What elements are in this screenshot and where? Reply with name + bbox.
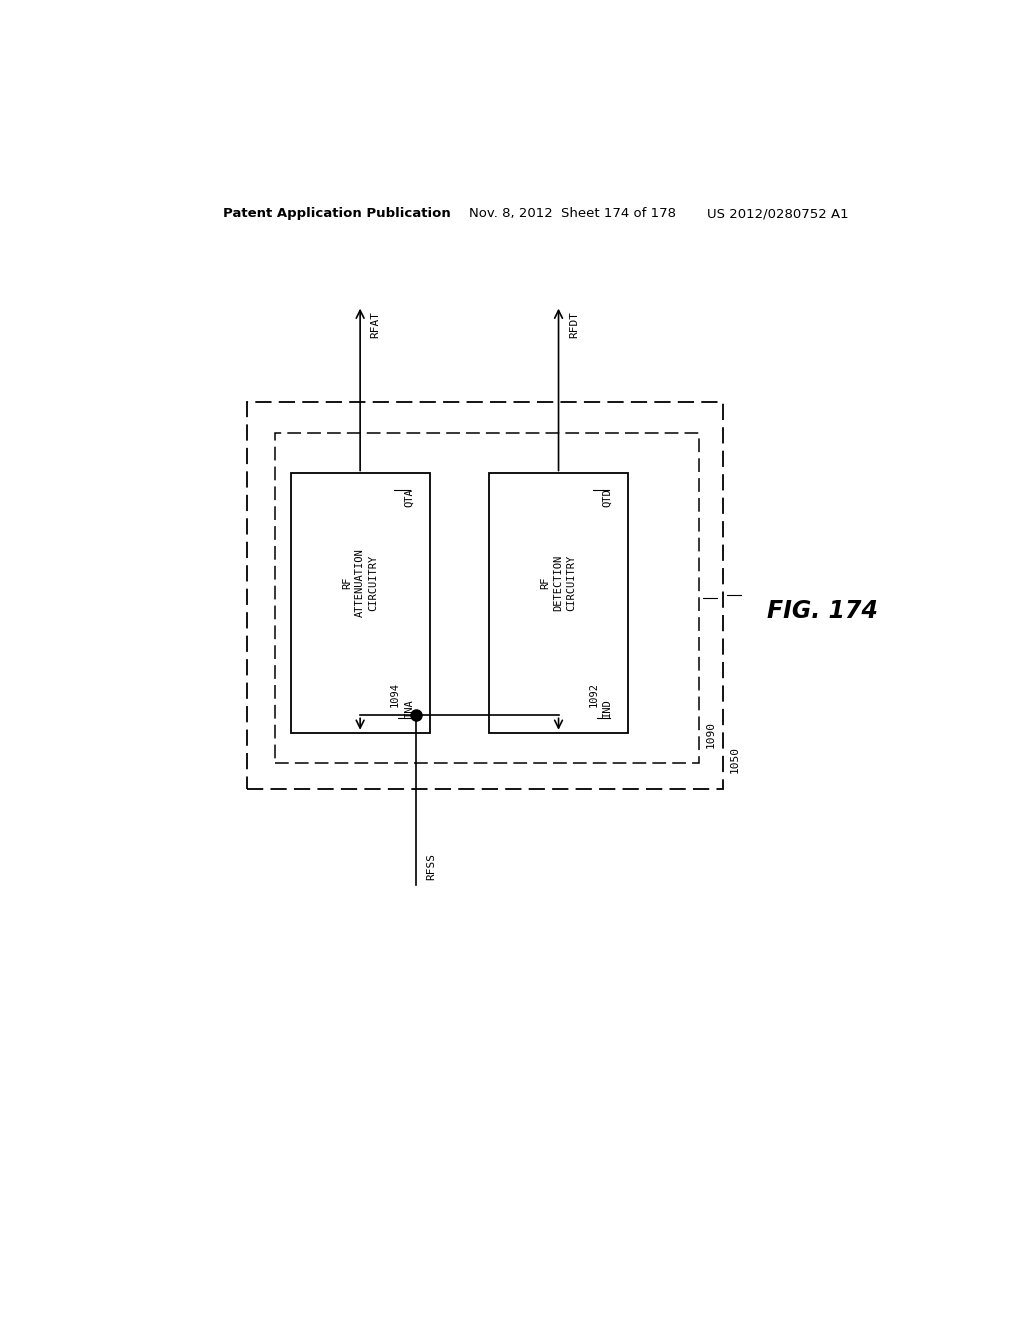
- Text: RFAT: RFAT: [371, 312, 381, 338]
- Text: RF
ATTENUATION
CIRCUITRY: RF ATTENUATION CIRCUITRY: [342, 548, 378, 618]
- Text: INA: INA: [403, 698, 414, 718]
- Text: IND: IND: [602, 698, 612, 718]
- Text: RF
DETECTION
CIRCUITRY: RF DETECTION CIRCUITRY: [541, 554, 577, 611]
- Text: RFDT: RFDT: [569, 312, 579, 338]
- Bar: [489, 474, 628, 733]
- Text: QTD: QTD: [602, 488, 612, 507]
- Text: Patent Application Publication: Patent Application Publication: [223, 207, 451, 220]
- Bar: [274, 433, 699, 763]
- Text: QTA: QTA: [403, 488, 414, 507]
- Text: 1090: 1090: [706, 721, 716, 748]
- Text: 1050: 1050: [729, 746, 739, 774]
- Text: 1092: 1092: [588, 682, 598, 708]
- Text: US 2012/0280752 A1: US 2012/0280752 A1: [708, 207, 849, 220]
- Text: RFSS: RFSS: [426, 853, 436, 880]
- Text: Nov. 8, 2012: Nov. 8, 2012: [469, 207, 553, 220]
- Text: Sheet 174 of 178: Sheet 174 of 178: [560, 207, 676, 220]
- Bar: [291, 474, 430, 733]
- Bar: [247, 403, 723, 788]
- Text: FIG. 174: FIG. 174: [767, 599, 878, 623]
- Text: 1094: 1094: [390, 682, 399, 708]
